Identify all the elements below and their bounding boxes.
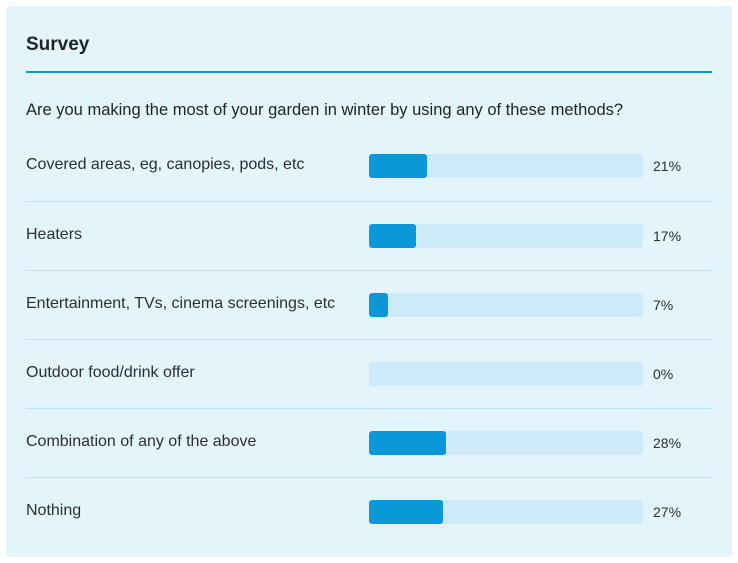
result-bar-track bbox=[369, 431, 643, 455]
option-label: Covered areas, eg, canopies, pods, etc bbox=[26, 156, 305, 173]
result-bar-track bbox=[369, 293, 643, 317]
result-percent: 0% bbox=[653, 366, 674, 382]
result-bar-fill bbox=[369, 154, 427, 178]
title-divider bbox=[26, 71, 712, 73]
survey-card: Survey Are you making the most of your g… bbox=[6, 6, 732, 557]
result-percent: 7% bbox=[653, 297, 674, 313]
survey-title: Survey bbox=[26, 34, 90, 55]
survey-result-row: Outdoor food/drink offer 0% bbox=[26, 339, 712, 408]
survey-result-row: Entertainment, TVs, cinema screenings, e… bbox=[26, 270, 712, 339]
option-label: Nothing bbox=[26, 502, 82, 519]
survey-result-row: Combination of any of the above 28% bbox=[26, 408, 712, 477]
result-percent: 27% bbox=[653, 504, 682, 520]
result-bar-track bbox=[369, 224, 643, 248]
option-label: Entertainment, TVs, cinema screenings, e… bbox=[26, 295, 336, 312]
result-bar-track bbox=[369, 362, 643, 386]
option-label: Combination of any of the above bbox=[26, 433, 257, 450]
survey-question: Are you making the most of your garden i… bbox=[26, 101, 624, 119]
survey-result-row: Heaters 17% bbox=[26, 201, 712, 270]
result-bar-fill bbox=[369, 224, 416, 248]
result-bar-track bbox=[369, 154, 643, 178]
result-bar-fill bbox=[369, 293, 389, 317]
survey-results-list: Covered areas, eg, canopies, pods, etc 2… bbox=[26, 132, 712, 546]
survey-result-row: Covered areas, eg, canopies, pods, etc 2… bbox=[26, 132, 712, 201]
option-label: Outdoor food/drink offer bbox=[26, 364, 195, 381]
result-bar-fill bbox=[369, 500, 443, 524]
result-percent: 17% bbox=[653, 228, 682, 244]
option-label: Heaters bbox=[26, 226, 83, 243]
result-percent: 21% bbox=[653, 158, 682, 174]
survey-result-row: Nothing 27% bbox=[26, 477, 712, 546]
result-percent: 28% bbox=[653, 435, 682, 451]
result-bar-fill bbox=[369, 431, 446, 455]
result-bar-track bbox=[369, 500, 643, 524]
